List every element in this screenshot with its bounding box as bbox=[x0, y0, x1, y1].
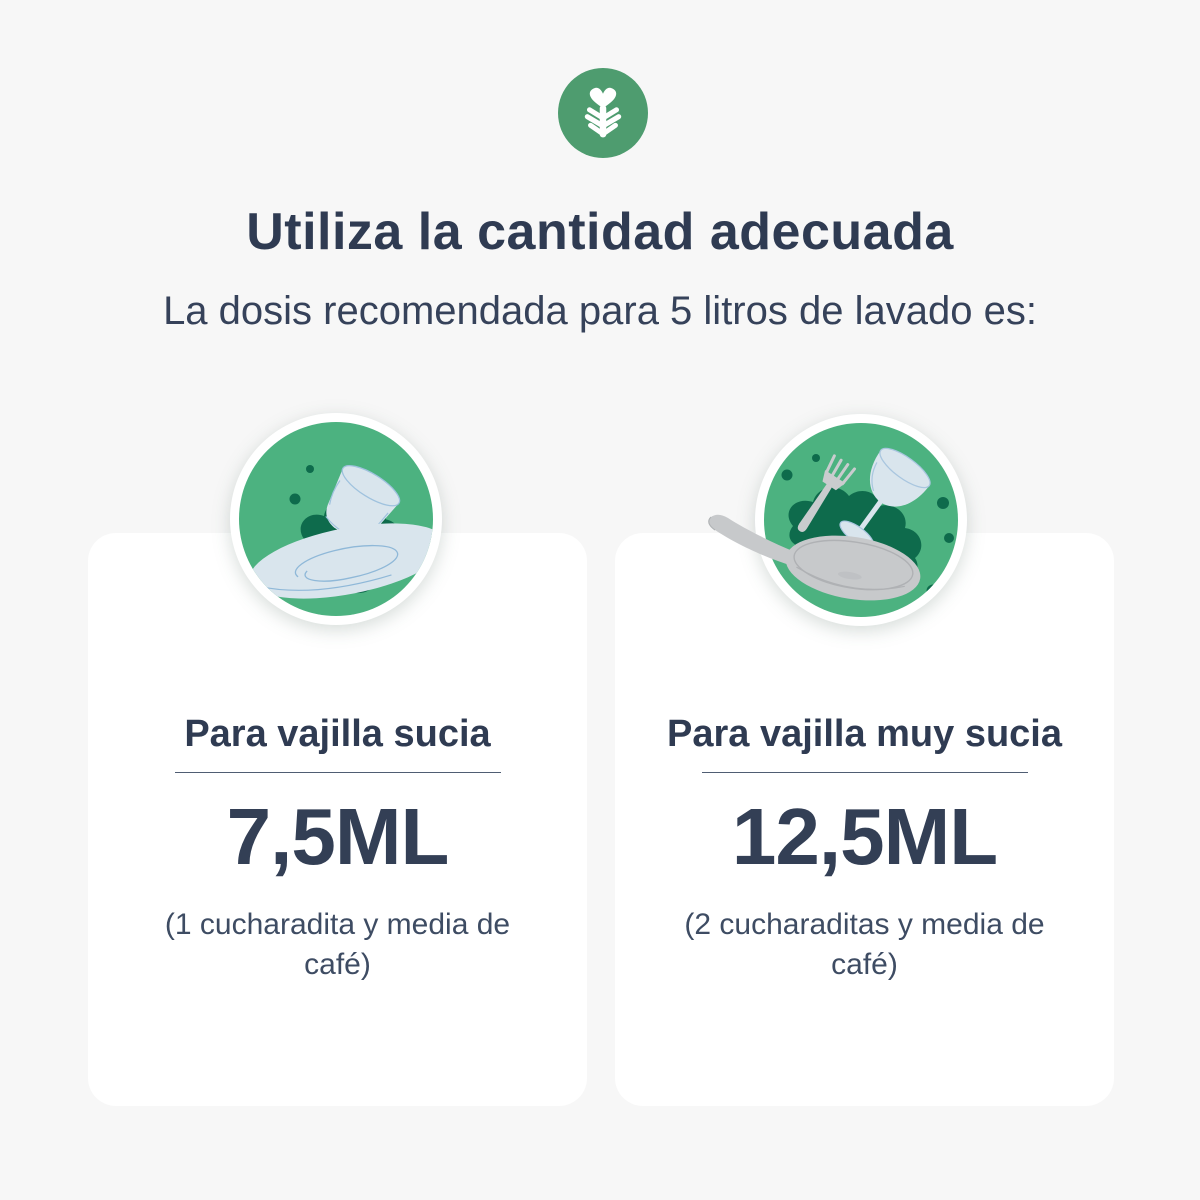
card-dirty-dishes: Para vajilla sucia 7,5ML (1 cucharadita … bbox=[88, 533, 587, 1106]
very-dirty-dishes-illustration bbox=[708, 414, 967, 626]
brand-logo bbox=[558, 68, 648, 158]
page-subtitle: La dosis recomendada para 5 litros de la… bbox=[163, 289, 1037, 333]
tree-icon bbox=[584, 87, 622, 138]
dose-note: (1 cucharadita y media de café) bbox=[164, 908, 511, 981]
divider bbox=[701, 772, 1028, 773]
card-heading: Para vajilla muy sucia bbox=[666, 713, 1062, 755]
card-very-dirty-dishes: Para vajilla muy sucia 12,5ML (2 cuchara… bbox=[615, 533, 1114, 1106]
pan-shape bbox=[708, 514, 921, 601]
fork-shape bbox=[797, 454, 857, 532]
dose-note: (2 cucharaditas y media de café) bbox=[684, 908, 1045, 981]
dirty-dishes-illustration bbox=[230, 413, 442, 625]
plate-shape bbox=[249, 523, 433, 599]
dose-amount: 12,5ML bbox=[731, 792, 998, 881]
page-title: Utiliza la cantidad adecuada bbox=[246, 203, 954, 261]
divider bbox=[174, 772, 501, 773]
card-heading: Para vajilla sucia bbox=[184, 713, 491, 755]
wine-glass-shape bbox=[839, 447, 931, 549]
dose-amount: 7,5ML bbox=[226, 792, 450, 881]
